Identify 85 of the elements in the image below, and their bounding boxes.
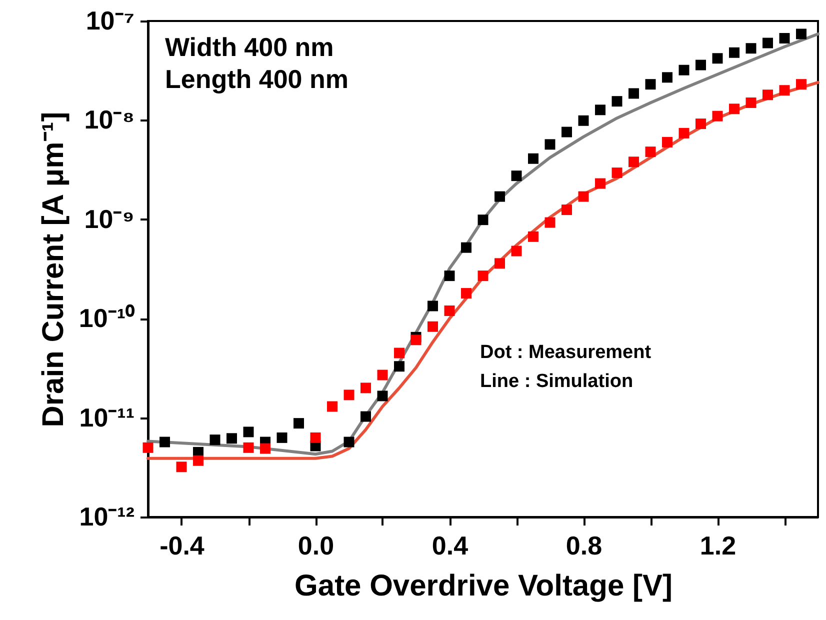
y-tick-label: 10⁻¹² [79,502,135,532]
point [210,434,220,446]
point [612,168,622,178]
point [410,334,422,346]
annotation: Length 400 nm [165,64,348,94]
point [544,139,556,150]
point [578,115,589,126]
point [762,38,773,48]
point [511,246,522,256]
point [511,170,522,182]
point [142,442,154,453]
point [746,43,756,54]
point [779,85,790,96]
point [478,214,488,226]
point [494,191,505,202]
point [528,231,538,242]
point [612,96,622,107]
point [344,390,354,400]
point [662,136,672,148]
point [394,361,404,372]
point [595,178,606,189]
x-tick-label: 0.8 [566,530,602,560]
point [478,270,488,282]
annotation: Line : Simulation [480,371,634,392]
point [461,288,472,299]
point [796,28,806,40]
y-tick-label: 10⁻⁷ [86,6,134,36]
point [696,118,706,130]
point [160,436,170,448]
point [243,426,254,438]
x-tick-label: -0.4 [160,530,205,560]
point [176,462,187,472]
point [562,126,572,138]
point [260,443,270,454]
x-tick-label: 1.2 [700,530,736,560]
point [628,156,639,168]
point [762,90,773,100]
y-tick-label: 10⁻¹¹ [79,402,134,432]
x-tick-label: 0.4 [432,530,469,560]
point [428,300,438,312]
point [494,258,505,269]
point [729,47,740,58]
point [444,270,455,282]
y-tick-label: 10⁻⁸ [84,104,134,135]
point [712,110,723,122]
point [645,146,656,158]
point [377,370,388,380]
point [595,104,606,116]
point [276,432,288,443]
point [628,88,639,99]
point [226,433,237,444]
point [729,104,740,114]
point [344,436,354,448]
point [394,348,404,358]
point [444,306,455,316]
point [193,455,204,466]
point [662,72,672,83]
x-axis-title: Gate Overdrive Voltage [V] [294,570,672,602]
point [678,128,690,138]
y-tick-label: 10⁻⁹ [84,204,134,234]
point [562,204,572,216]
point [712,53,723,64]
point [310,432,321,443]
point [696,60,706,70]
point [377,390,388,402]
point [243,442,254,453]
point [544,217,556,228]
annotation: Width 400 nm [165,32,334,62]
point [578,191,589,202]
point [746,97,756,108]
point [779,33,790,44]
point [327,401,338,412]
point [796,79,806,90]
point [645,79,656,90]
point [528,153,538,164]
point [360,382,371,394]
y-tick-label: 10⁻¹⁰ [78,303,136,334]
point [428,321,438,332]
point [678,64,690,76]
y-axis-title: Drain Current [A μm⁻¹] [36,112,70,428]
point [461,242,472,253]
point [360,411,371,422]
text: 0.0 [298,530,334,560]
annotation: Dot : Measurement [480,342,652,363]
point [294,418,304,429]
